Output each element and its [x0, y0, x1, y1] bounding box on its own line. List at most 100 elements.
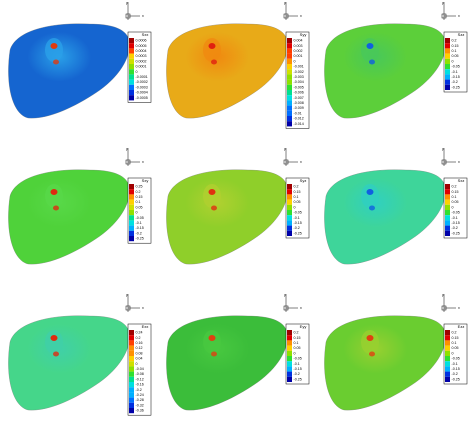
color-swatch	[445, 184, 450, 190]
legend-level: 0	[136, 70, 138, 74]
color-swatch	[287, 38, 292, 44]
color-swatch	[287, 69, 292, 75]
triad-label: x	[142, 14, 144, 18]
color-swatch	[129, 366, 134, 372]
legend-level: -0.002	[294, 70, 304, 74]
color-swatch	[129, 350, 134, 356]
color-swatch	[129, 225, 134, 231]
hot-spot	[208, 189, 216, 195]
legend-level: 0.08	[136, 351, 143, 355]
legend-level: -0.012	[294, 117, 304, 121]
legend-title: Ezz	[458, 324, 465, 329]
color-swatch	[287, 376, 292, 382]
legend-level: -0.15	[452, 221, 460, 225]
liver-surface	[8, 169, 130, 265]
legend-level: 0.24	[136, 331, 143, 335]
color-swatch	[129, 215, 134, 221]
legend-level: -0.15	[294, 221, 302, 225]
triad-box	[441, 159, 447, 165]
color-swatch	[445, 220, 450, 226]
hot-spot-halo	[361, 330, 379, 354]
legend-level: -0.28	[136, 398, 144, 402]
hot-spot	[208, 43, 216, 49]
triad-label: y	[442, 1, 444, 5]
triad-label: x	[300, 306, 302, 310]
legend-level: 0.25	[136, 185, 143, 189]
hot-spot	[369, 59, 375, 65]
color-swatch	[445, 350, 450, 356]
color-swatch	[129, 387, 134, 393]
color-swatch	[445, 199, 450, 205]
legend-level: -0.005	[294, 85, 304, 89]
legend-level: -0.01	[294, 111, 302, 115]
legend-level: 0.15	[294, 190, 301, 194]
panel: xyExx0.240.20.160.120.080.040-0.04-0.08-…	[8, 293, 152, 416]
triad-label: x	[300, 160, 302, 164]
color-swatch	[129, 210, 134, 216]
legend-level: 0	[294, 205, 296, 209]
color-swatch	[129, 58, 134, 64]
color-swatch	[445, 230, 450, 236]
legend-level: -0.25	[294, 377, 302, 381]
color-swatch	[129, 184, 134, 190]
color-swatch	[445, 330, 450, 336]
legend-level: 0.2	[136, 190, 141, 194]
legend-level: -0.05	[136, 216, 144, 220]
color-swatch	[287, 230, 292, 236]
color-swatch	[287, 194, 292, 200]
color-swatch	[129, 397, 134, 403]
legend-level: -0.003	[294, 75, 304, 79]
color-swatch	[287, 121, 292, 127]
legend-level: 0.2	[294, 185, 299, 189]
color-swatch	[129, 189, 134, 195]
legend-level: 0.05	[452, 54, 459, 58]
color-swatch	[129, 345, 134, 351]
triad-label: x	[458, 14, 460, 18]
legend-level: 0.05	[294, 200, 301, 204]
color-swatch	[445, 361, 450, 367]
legend-level: -0.009	[294, 106, 304, 110]
color-swatch	[129, 330, 134, 336]
legend-level: 0.05	[294, 346, 301, 350]
color-swatch	[129, 335, 134, 341]
hot-spot	[50, 335, 58, 341]
legend-level: -0.25	[294, 231, 302, 235]
legend-level: -0.32	[136, 403, 144, 407]
liver-surface	[166, 23, 288, 119]
legend-level: -0.15	[452, 367, 460, 371]
color-swatch	[445, 204, 450, 210]
legend-level: -0.0001	[136, 75, 148, 79]
color-swatch	[129, 74, 134, 80]
color-swatch	[445, 371, 450, 377]
color-swatch	[287, 345, 292, 351]
legend-level: -0.05	[452, 65, 460, 69]
legend-level: 0	[136, 211, 138, 215]
color-swatch	[287, 64, 292, 70]
legend-level: -0.05	[452, 211, 460, 215]
legend-level: 0.002	[294, 49, 303, 53]
legend-level: -0.08	[136, 372, 144, 376]
legend-level: -0.15	[452, 75, 460, 79]
hot-spot	[53, 59, 59, 65]
legend-level: -0.2	[452, 226, 458, 230]
color-swatch	[287, 74, 292, 80]
liver-surface	[8, 315, 130, 411]
legend-level: 0.2	[452, 331, 457, 335]
legend-level: -0.008	[294, 101, 304, 105]
color-swatch	[445, 366, 450, 372]
color-swatch	[287, 184, 292, 190]
legend-level: 0.15	[452, 336, 459, 340]
color-swatch	[129, 38, 134, 44]
legend-level: -0.25	[452, 231, 460, 235]
color-swatch	[129, 230, 134, 236]
legend-level: -0.25	[136, 237, 144, 241]
color-swatch	[287, 100, 292, 106]
legend-level: 0.15	[294, 336, 301, 340]
legend-level: -0.2	[452, 80, 458, 84]
color-swatch	[287, 210, 292, 216]
hot-spot	[366, 189, 374, 195]
color-swatch	[129, 48, 134, 54]
